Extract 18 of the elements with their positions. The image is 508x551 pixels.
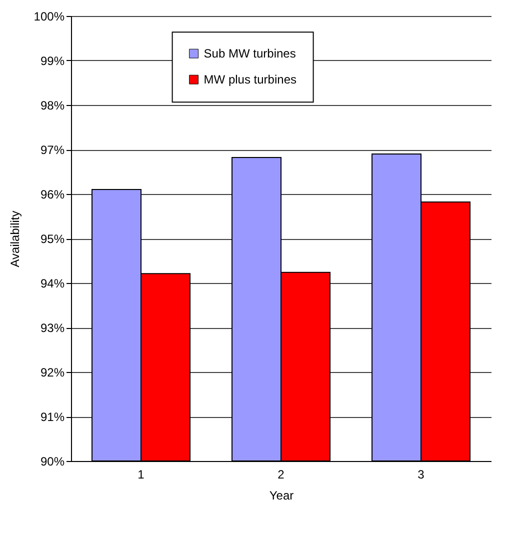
legend-label: MW plus turbines — [204, 72, 297, 87]
y-tick-label: 96% — [40, 188, 65, 202]
x-tick-label: 1 — [138, 468, 145, 482]
y-tick-label: 99% — [40, 54, 65, 68]
x-tick-label: 3 — [418, 468, 425, 482]
y-axis-title: Availability — [8, 210, 22, 268]
y-tick-label: 97% — [40, 143, 65, 157]
x-axis-title: Year — [269, 488, 294, 502]
y-tick-label: 90% — [40, 454, 65, 468]
y-tick-label: 95% — [40, 232, 65, 246]
x-tick-label: 2 — [278, 468, 285, 482]
y-tick-label: 98% — [40, 98, 65, 112]
y-tick-label: 93% — [40, 321, 65, 335]
y-tick-label: 91% — [40, 410, 65, 424]
y-tick-label: 94% — [40, 276, 65, 290]
y-tick-label: 92% — [40, 366, 65, 380]
y-tick-label: 100% — [34, 10, 65, 24]
legend-label: Sub MW turbines — [204, 46, 296, 61]
